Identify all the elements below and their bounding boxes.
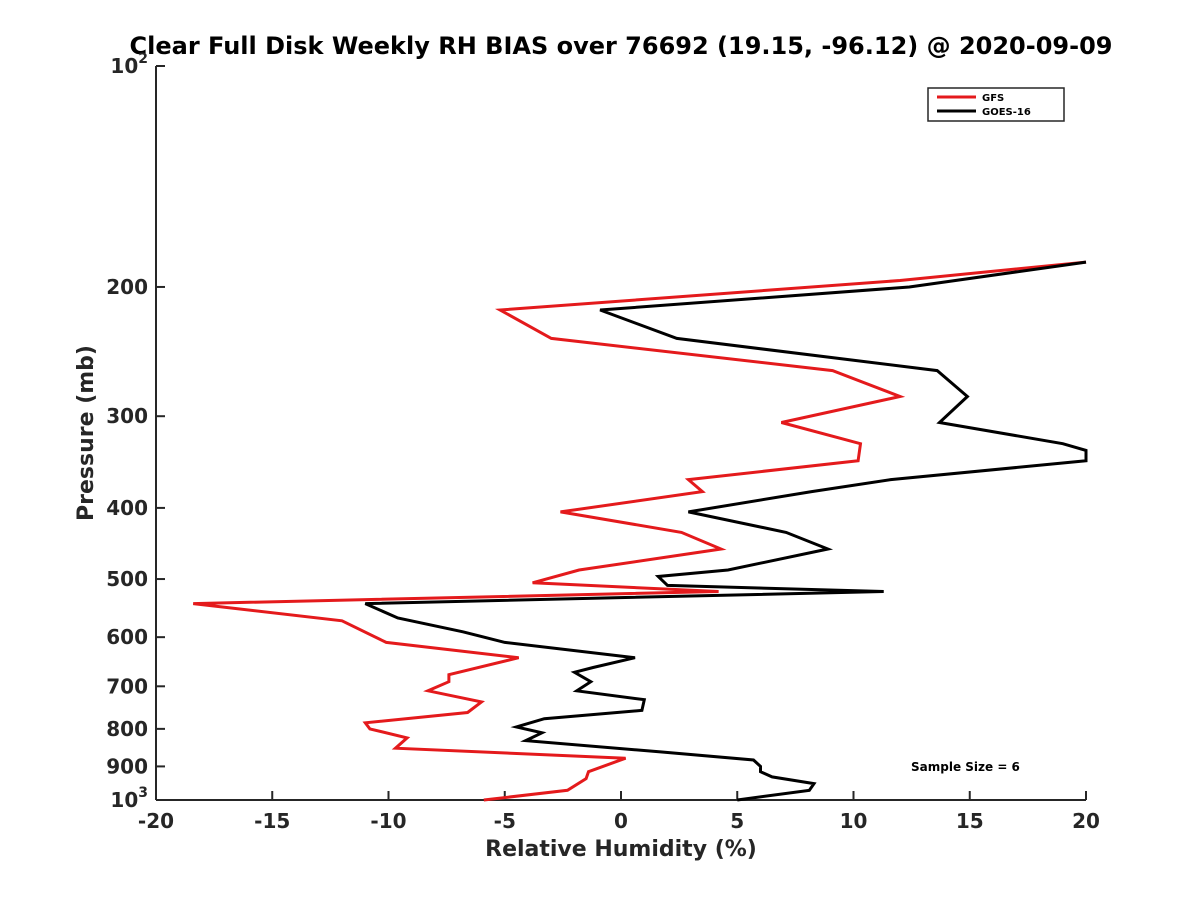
x-tick-label: -15: [254, 809, 290, 833]
y-tick-label-exponent: 2: [138, 51, 148, 67]
series-lines: [193, 260, 1088, 802]
y-tick-label: 400: [106, 496, 148, 520]
x-tick-label: -10: [370, 809, 406, 833]
y-tick-label-base: 700: [106, 674, 148, 698]
y-tick-label-base: 400: [106, 496, 148, 520]
x-tick-label: -20: [138, 809, 174, 833]
y-tick-label: 500: [106, 567, 148, 591]
series-line-gfs: [193, 260, 1087, 802]
y-tick-label: 700: [106, 674, 148, 698]
x-ticks: -20 -15 -10 -5 0 5 10 15 20: [138, 791, 1100, 833]
y-tick-label-base: 10: [110, 788, 138, 812]
y-tick-label-base: 10: [110, 54, 138, 78]
x-tick-label: 5: [730, 809, 744, 833]
y-tick-label-base: 200: [106, 275, 148, 299]
legend-label-goes-16: GOES-16: [982, 107, 1031, 118]
y-tick-label: 103: [110, 785, 148, 812]
x-tick-label: 20: [1072, 809, 1100, 833]
y-tick-label-exponent: 3: [138, 785, 148, 801]
y-tick-label: 102: [110, 51, 148, 78]
x-tick-label: 0: [614, 809, 628, 833]
x-tick-label: -5: [494, 809, 516, 833]
y-tick-label-base: 900: [106, 754, 148, 778]
y-tick-label: 800: [106, 717, 148, 741]
y-tick-label: 900: [106, 754, 148, 778]
y-tick-label: 200: [106, 275, 148, 299]
legend-box: [927, 87, 1065, 122]
legend-label-gfs: GFS: [982, 93, 1004, 104]
y-tick-label-base: 800: [106, 717, 148, 741]
y-tick-label: 600: [106, 625, 148, 649]
x-tick-label: 10: [840, 809, 868, 833]
y-tick-label-base: 600: [106, 625, 148, 649]
y-tick-label-base: 300: [106, 404, 148, 428]
y-tick-label: 300: [106, 404, 148, 428]
legend: GFS GOES-16: [927, 87, 1065, 122]
chart-title: Clear Full Disk Weekly RH BIAS over 7669…: [130, 32, 1113, 60]
series-line-goes-16: [364, 260, 1088, 802]
x-tick-label: 15: [956, 809, 984, 833]
y-tick-label-base: 500: [106, 567, 148, 591]
y-axis-label: Pressure (mb): [74, 345, 99, 521]
sample-size-annotation: Sample Size = 6: [911, 760, 1020, 774]
x-axis-label: Relative Humidity (%): [485, 837, 757, 862]
